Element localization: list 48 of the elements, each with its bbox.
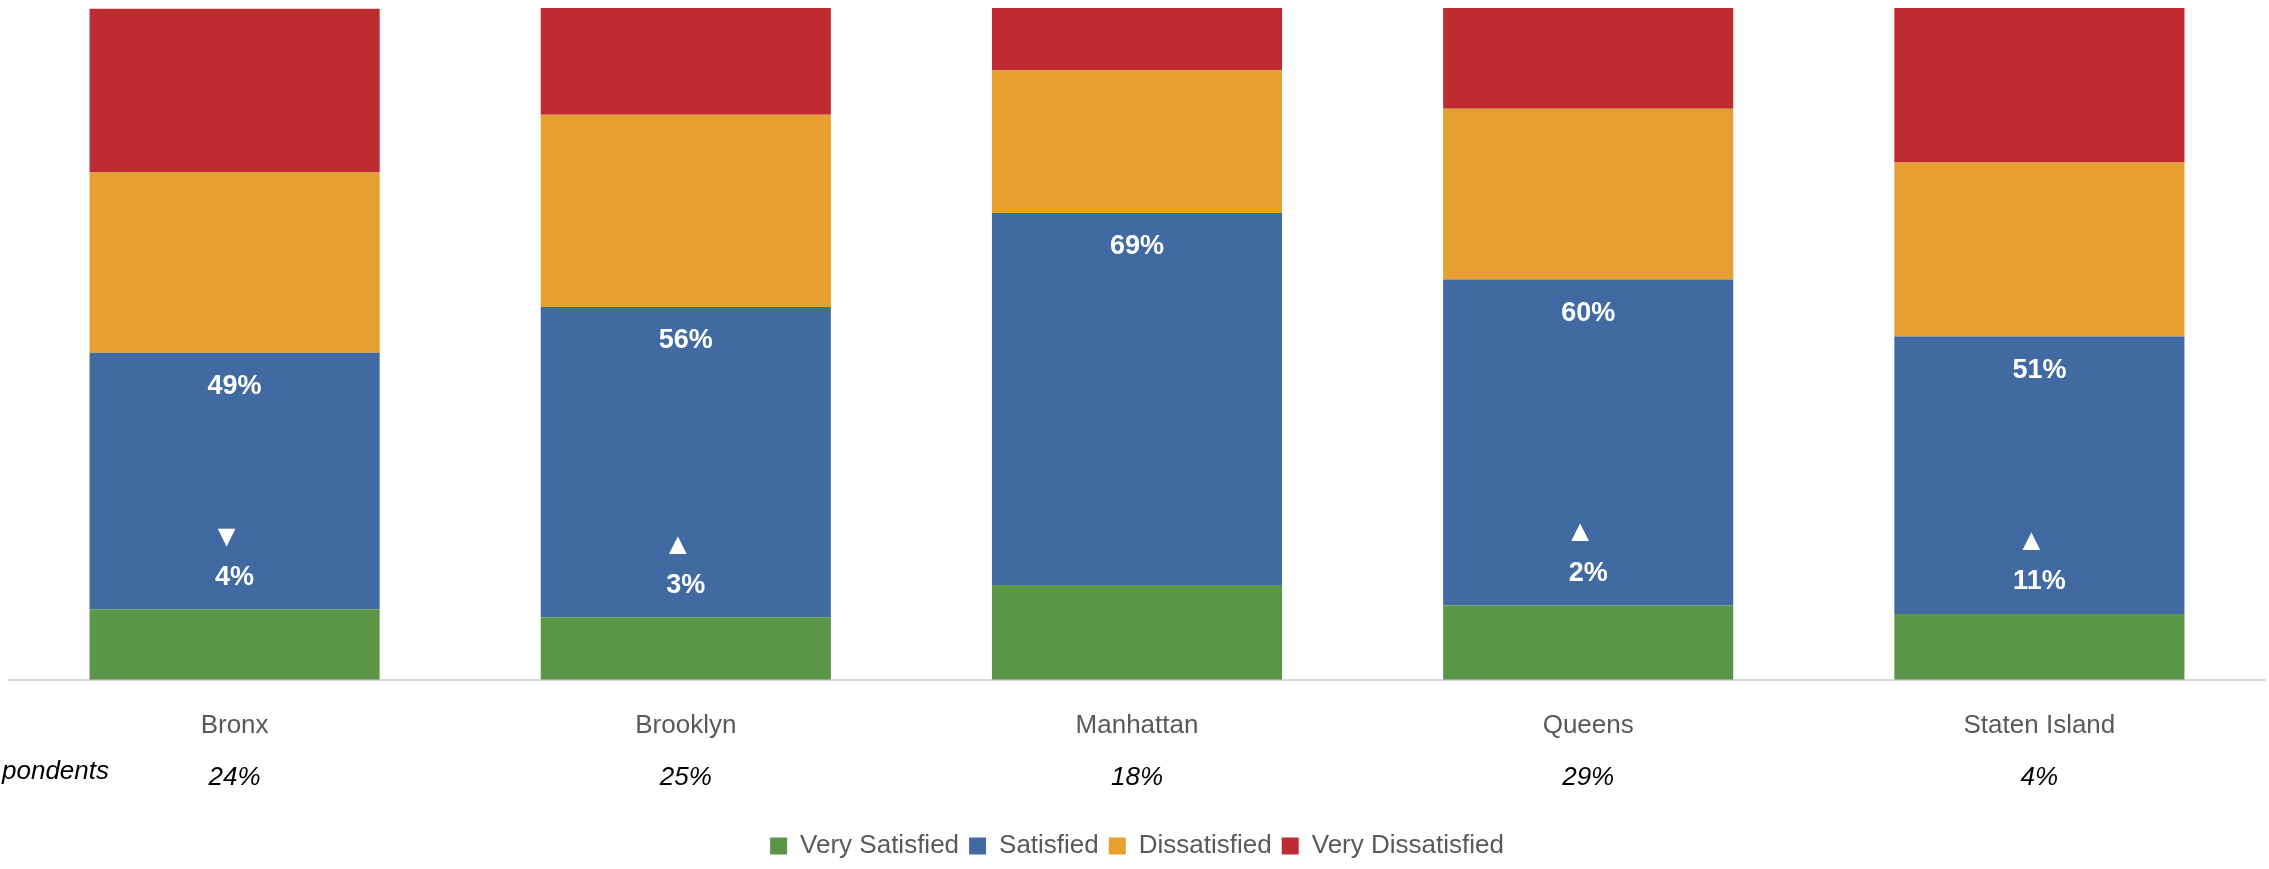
bar xyxy=(540,114,831,307)
bar xyxy=(89,172,380,353)
x-tick-label: Brooklyn xyxy=(635,708,737,739)
annotation: 51% xyxy=(2012,353,2067,384)
legend-label: Dissatisfied xyxy=(1138,829,1272,860)
annotation: 49% xyxy=(207,370,262,401)
bar xyxy=(1443,8,1734,109)
bar xyxy=(1894,8,2185,163)
text: 25% xyxy=(658,761,712,792)
text: 24% xyxy=(207,761,261,792)
bar xyxy=(540,8,831,115)
text: 4% xyxy=(2020,761,2059,792)
annotation: 3% xyxy=(666,568,706,599)
text: 29% xyxy=(1561,761,1615,792)
annotation: 11% xyxy=(2013,565,2066,596)
bar xyxy=(991,585,1283,680)
annotation: ▼ xyxy=(211,518,242,552)
annotation: 2% xyxy=(1568,556,1608,587)
bar xyxy=(1443,108,1734,280)
bar xyxy=(89,8,380,173)
bar xyxy=(540,617,831,680)
legend-label: Satisfied xyxy=(999,829,1099,860)
text: 18% xyxy=(1110,761,1164,792)
annotation: 60% xyxy=(1561,296,1616,327)
annotation: 4% xyxy=(215,560,255,591)
annotation: ▲ xyxy=(662,526,693,560)
annotation: ▲ xyxy=(2016,523,2047,557)
x-tick-label: Staten Island xyxy=(1963,708,2116,739)
legend-label: Very Dissatisfied xyxy=(1311,829,1504,860)
annotation: 69% xyxy=(1109,230,1165,261)
bar xyxy=(991,8,1283,71)
bar xyxy=(991,212,1283,586)
bar xyxy=(540,306,831,618)
bar xyxy=(991,70,1283,213)
x-tick-label: Queens xyxy=(1542,708,1634,739)
bar xyxy=(89,609,380,680)
bar xyxy=(1894,162,2185,337)
x-tick-label: Bronx xyxy=(200,708,269,739)
annotation: ▲ xyxy=(1565,514,1596,548)
legend-label: Very Satisfied xyxy=(800,829,960,860)
text: pondents xyxy=(1,755,109,786)
bar xyxy=(1894,613,2185,680)
annotation: 56% xyxy=(658,324,713,355)
bar xyxy=(1894,336,2185,614)
bar xyxy=(1443,279,1734,606)
bar xyxy=(1443,605,1734,680)
bar xyxy=(89,352,380,610)
x-tick-label: Manhattan xyxy=(1075,708,1199,739)
